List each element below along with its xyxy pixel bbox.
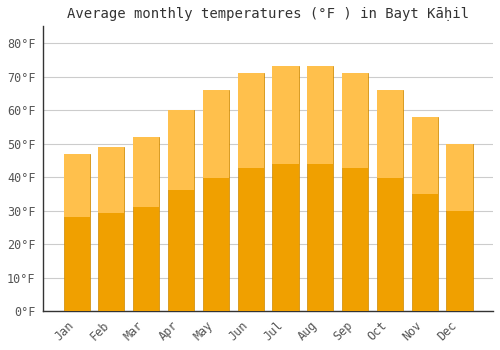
- Bar: [272, 66, 298, 164]
- Bar: [168, 110, 194, 190]
- Bar: [342, 73, 368, 311]
- Bar: [307, 66, 334, 164]
- Bar: [98, 147, 124, 212]
- Bar: [377, 90, 403, 311]
- Bar: [377, 90, 403, 178]
- Bar: [272, 66, 298, 311]
- Bar: [133, 137, 160, 206]
- Bar: [412, 117, 438, 195]
- Bar: [238, 73, 264, 311]
- Bar: [168, 110, 194, 311]
- Title: Average monthly temperatures (°F ) in Bayt Kāḥil: Average monthly temperatures (°F ) in Ba…: [67, 7, 469, 21]
- Bar: [238, 73, 264, 168]
- Bar: [342, 73, 368, 168]
- Bar: [307, 66, 334, 311]
- Bar: [203, 90, 229, 178]
- Bar: [64, 154, 90, 311]
- Bar: [203, 90, 229, 311]
- Bar: [446, 144, 472, 311]
- Bar: [98, 147, 124, 311]
- Bar: [133, 137, 160, 311]
- Bar: [446, 144, 472, 211]
- Bar: [64, 154, 90, 217]
- Bar: [412, 117, 438, 311]
